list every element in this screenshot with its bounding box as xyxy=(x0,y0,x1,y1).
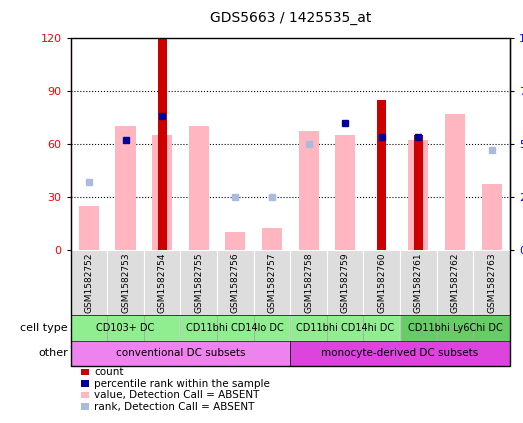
Text: CD11bhi CD14lo DC: CD11bhi CD14lo DC xyxy=(187,323,284,333)
Bar xyxy=(254,250,290,315)
Bar xyxy=(327,315,363,341)
Text: GSM1582755: GSM1582755 xyxy=(194,253,203,313)
Bar xyxy=(363,250,400,315)
Bar xyxy=(290,315,327,341)
Bar xyxy=(400,250,437,315)
Bar xyxy=(400,315,437,341)
Bar xyxy=(180,315,290,341)
Text: GSM1582763: GSM1582763 xyxy=(487,253,496,313)
Text: GSM1582754: GSM1582754 xyxy=(157,253,167,313)
Text: CD103+ DC: CD103+ DC xyxy=(96,323,155,333)
Bar xyxy=(157,38,167,250)
Bar xyxy=(71,315,180,341)
Bar xyxy=(107,250,144,315)
Text: GSM1582761: GSM1582761 xyxy=(414,253,423,313)
Text: cell type: cell type xyxy=(20,323,68,333)
Bar xyxy=(217,315,254,341)
Text: GSM1582759: GSM1582759 xyxy=(340,253,350,313)
Bar xyxy=(71,341,290,366)
Bar xyxy=(400,315,510,341)
Bar xyxy=(437,250,473,315)
Bar xyxy=(107,315,144,341)
Bar xyxy=(299,132,319,250)
Text: percentile rank within the sample: percentile rank within the sample xyxy=(94,379,270,389)
Bar xyxy=(482,184,502,250)
Bar xyxy=(473,315,510,341)
Text: GDS5663 / 1425535_at: GDS5663 / 1425535_at xyxy=(210,11,371,25)
Bar xyxy=(445,114,465,250)
Text: GSM1582753: GSM1582753 xyxy=(121,253,130,313)
Bar xyxy=(71,250,107,315)
Bar xyxy=(116,126,135,250)
Text: CD11bhi CD14hi DC: CD11bhi CD14hi DC xyxy=(296,323,394,333)
Bar xyxy=(290,250,327,315)
Bar xyxy=(71,315,107,341)
Text: conventional DC subsets: conventional DC subsets xyxy=(116,348,245,358)
Text: rank, Detection Call = ABSENT: rank, Detection Call = ABSENT xyxy=(94,401,255,412)
Bar xyxy=(79,206,99,250)
Text: GSM1582760: GSM1582760 xyxy=(377,253,386,313)
Bar xyxy=(144,315,180,341)
Bar xyxy=(180,315,217,341)
Bar xyxy=(225,232,245,250)
Text: GSM1582762: GSM1582762 xyxy=(450,253,460,313)
Bar xyxy=(262,228,282,250)
Bar xyxy=(217,250,254,315)
Text: GSM1582756: GSM1582756 xyxy=(231,253,240,313)
Text: GSM1582757: GSM1582757 xyxy=(267,253,277,313)
Text: monocyte-derived DC subsets: monocyte-derived DC subsets xyxy=(322,348,479,358)
Text: value, Detection Call = ABSENT: value, Detection Call = ABSENT xyxy=(94,390,259,400)
Bar xyxy=(290,315,400,341)
Bar xyxy=(180,250,217,315)
Bar xyxy=(437,315,473,341)
Text: other: other xyxy=(38,348,68,358)
Bar xyxy=(254,315,290,341)
Bar xyxy=(363,315,400,341)
Bar xyxy=(152,135,172,250)
Bar xyxy=(414,135,423,250)
Bar xyxy=(335,135,355,250)
Bar xyxy=(144,250,180,315)
Bar xyxy=(408,140,428,250)
Text: GSM1582758: GSM1582758 xyxy=(304,253,313,313)
Bar xyxy=(377,100,386,250)
Bar xyxy=(189,126,209,250)
Text: GSM1582752: GSM1582752 xyxy=(84,253,94,313)
Bar xyxy=(327,250,363,315)
Text: count: count xyxy=(94,367,123,377)
Bar xyxy=(290,341,510,366)
Text: CD11bhi Ly6Chi DC: CD11bhi Ly6Chi DC xyxy=(407,323,503,333)
Bar xyxy=(473,250,510,315)
